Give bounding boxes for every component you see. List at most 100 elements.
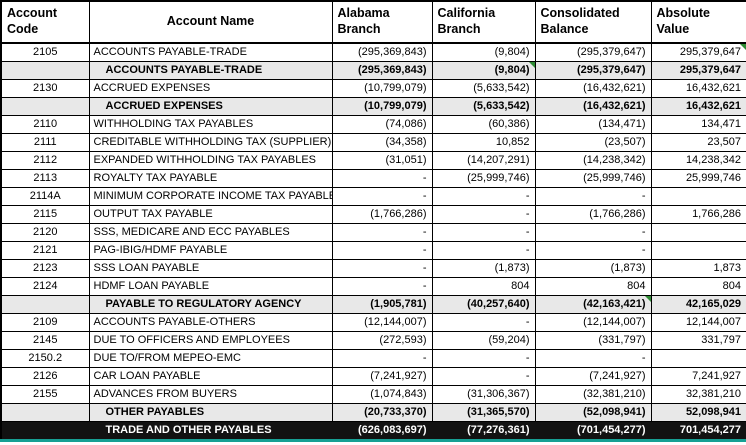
absolute-amount-cell[interactable]: 7,241,927 <box>650 367 746 386</box>
account-name-cell[interactable]: TRADE AND OTHER PAYABLES <box>88 421 333 442</box>
account-name-cell[interactable]: ACCRUED EXPENSES <box>88 79 333 98</box>
account-code-cell[interactable]: 2112 <box>0 151 90 170</box>
alabama-amount-cell[interactable]: (10,799,079) <box>331 97 433 116</box>
consolidated-amount-cell[interactable]: (331,797) <box>534 331 652 350</box>
alabama-amount-cell[interactable]: - <box>331 349 433 368</box>
absolute-amount-cell[interactable]: 331,797 <box>650 331 746 350</box>
account-code-cell[interactable]: 2121 <box>0 241 90 260</box>
account-name-cell[interactable]: EXPANDED WITHHOLDING TAX PAYABLES <box>88 151 333 170</box>
absolute-amount-cell[interactable]: 25,999,746 <box>650 169 746 188</box>
account-name-cell[interactable]: PAYABLE TO REGULATORY AGENCY <box>88 295 333 314</box>
account-name-cell[interactable]: DUE TO/FROM MEPEO-EMC <box>88 349 333 368</box>
absolute-amount-cell[interactable]: 23,507 <box>650 133 746 152</box>
consolidated-amount-cell[interactable]: (14,238,342) <box>534 151 652 170</box>
absolute-amount-cell[interactable]: 14,238,342 <box>650 151 746 170</box>
alabama-amount-cell[interactable]: - <box>331 187 433 206</box>
header-cell-consolidated[interactable]: Consolidated Balance <box>534 0 652 44</box>
california-amount-cell[interactable]: (25,999,746) <box>431 169 536 188</box>
account-name-cell[interactable]: ACCRUED EXPENSES <box>88 97 333 116</box>
absolute-amount-cell[interactable]: 1,873 <box>650 259 746 278</box>
consolidated-amount-cell[interactable]: (295,379,647) <box>534 61 652 80</box>
alabama-amount-cell[interactable]: - <box>331 259 433 278</box>
absolute-amount-cell[interactable]: 16,432,621 <box>650 79 746 98</box>
header-cell-alabama[interactable]: Alabama Branch <box>331 0 433 44</box>
account-code-cell[interactable]: 2155 <box>0 385 90 404</box>
account-code-cell[interactable]: 2113 <box>0 169 90 188</box>
alabama-amount-cell[interactable]: (74,086) <box>331 115 433 134</box>
absolute-amount-cell[interactable]: 1,766,286 <box>650 205 746 224</box>
account-name-cell[interactable]: HDMF LOAN PAYABLE <box>88 277 333 296</box>
account-code-cell[interactable]: 2124 <box>0 277 90 296</box>
absolute-amount-cell[interactable]: 12,144,007 <box>650 313 746 332</box>
account-code-cell[interactable]: 2114A <box>0 187 90 206</box>
consolidated-amount-cell[interactable]: (42,163,421) <box>534 295 652 314</box>
absolute-amount-cell[interactable]: 42,165,029 <box>650 295 746 314</box>
alabama-amount-cell[interactable]: - <box>331 241 433 260</box>
alabama-amount-cell[interactable]: (1,905,781) <box>331 295 433 314</box>
california-amount-cell[interactable]: - <box>431 187 536 206</box>
consolidated-amount-cell[interactable]: (1,766,286) <box>534 205 652 224</box>
alabama-amount-cell[interactable]: (626,083,697) <box>331 421 433 442</box>
account-code-cell[interactable]: 2109 <box>0 313 90 332</box>
account-code-cell[interactable] <box>0 295 90 314</box>
account-code-cell[interactable]: 2123 <box>0 259 90 278</box>
california-amount-cell[interactable]: - <box>431 313 536 332</box>
alabama-amount-cell[interactable]: (10,799,079) <box>331 79 433 98</box>
california-amount-cell[interactable]: - <box>431 223 536 242</box>
consolidated-amount-cell[interactable]: (52,098,941) <box>534 403 652 422</box>
account-name-cell[interactable]: ACCOUNTS PAYABLE-TRADE <box>88 42 333 62</box>
account-code-cell[interactable]: 2110 <box>0 115 90 134</box>
absolute-amount-cell[interactable]: 32,381,210 <box>650 385 746 404</box>
absolute-amount-cell[interactable]: 295,379,647 <box>650 42 746 62</box>
absolute-amount-cell[interactable]: 701,454,277 <box>650 421 746 442</box>
account-name-cell[interactable]: WITHHOLDING TAX PAYABLES <box>88 115 333 134</box>
california-amount-cell[interactable]: (14,207,291) <box>431 151 536 170</box>
california-amount-cell[interactable]: (60,386) <box>431 115 536 134</box>
account-code-cell[interactable] <box>0 97 90 116</box>
account-name-cell[interactable]: SSS LOAN PAYABLE <box>88 259 333 278</box>
account-code-cell[interactable]: 2145 <box>0 331 90 350</box>
alabama-amount-cell[interactable]: (34,358) <box>331 133 433 152</box>
consolidated-amount-cell[interactable]: (295,379,647) <box>534 42 652 62</box>
consolidated-amount-cell[interactable]: - <box>534 223 652 242</box>
california-amount-cell[interactable]: (40,257,640) <box>431 295 536 314</box>
consolidated-amount-cell[interactable]: - <box>534 187 652 206</box>
california-amount-cell[interactable]: (1,873) <box>431 259 536 278</box>
california-amount-cell[interactable]: - <box>431 241 536 260</box>
california-amount-cell[interactable]: (77,276,361) <box>431 421 536 442</box>
account-name-cell[interactable]: MINIMUM CORPORATE INCOME TAX PAYABLE <box>88 187 333 206</box>
california-amount-cell[interactable]: (31,306,367) <box>431 385 536 404</box>
consolidated-amount-cell[interactable]: - <box>534 349 652 368</box>
header-cell-absolute[interactable]: Absolute Value <box>650 0 746 44</box>
alabama-amount-cell[interactable]: (20,733,370) <box>331 403 433 422</box>
consolidated-amount-cell[interactable]: (701,454,277) <box>534 421 652 442</box>
consolidated-amount-cell[interactable]: (1,873) <box>534 259 652 278</box>
header-cell-code[interactable]: Account Code <box>0 0 90 44</box>
california-amount-cell[interactable]: (9,804) <box>431 42 536 62</box>
account-code-cell[interactable]: 2120 <box>0 223 90 242</box>
consolidated-amount-cell[interactable]: 804 <box>534 277 652 296</box>
absolute-amount-cell[interactable]: 134,471 <box>650 115 746 134</box>
alabama-amount-cell[interactable]: - <box>331 277 433 296</box>
account-name-cell[interactable]: ACCOUNTS PAYABLE-TRADE <box>88 61 333 80</box>
account-name-cell[interactable]: CREDITABLE WITHHOLDING TAX (SUPPLIER) <box>88 133 333 152</box>
california-amount-cell[interactable]: (59,204) <box>431 331 536 350</box>
absolute-amount-cell[interactable]: 295,379,647 <box>650 61 746 80</box>
california-amount-cell[interactable]: - <box>431 205 536 224</box>
california-amount-cell[interactable]: (31,365,570) <box>431 403 536 422</box>
account-code-cell[interactable] <box>0 61 90 80</box>
alabama-amount-cell[interactable]: (1,766,286) <box>331 205 433 224</box>
account-name-cell[interactable]: OTHER PAYABLES <box>88 403 333 422</box>
header-cell-california[interactable]: California Branch <box>431 0 536 44</box>
account-code-cell[interactable] <box>0 403 90 422</box>
consolidated-amount-cell[interactable]: (16,432,621) <box>534 79 652 98</box>
consolidated-amount-cell[interactable]: - <box>534 241 652 260</box>
consolidated-amount-cell[interactable]: (32,381,210) <box>534 385 652 404</box>
account-code-cell[interactable]: 2115 <box>0 205 90 224</box>
account-name-cell[interactable]: CAR LOAN PAYABLE <box>88 367 333 386</box>
california-amount-cell[interactable]: (9,804) <box>431 61 536 80</box>
account-code-cell[interactable]: 2126 <box>0 367 90 386</box>
alabama-amount-cell[interactable]: - <box>331 169 433 188</box>
absolute-amount-cell[interactable]: 804 <box>650 277 746 296</box>
header-cell-name[interactable]: Account Name <box>88 0 333 44</box>
